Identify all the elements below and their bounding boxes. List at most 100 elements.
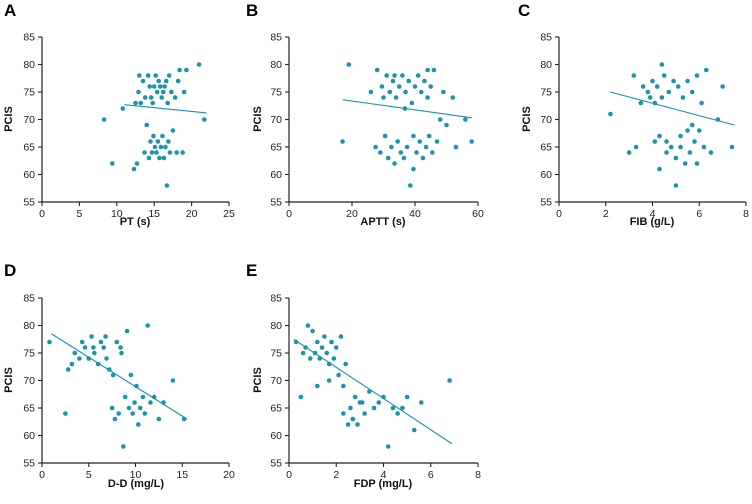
data-point-e xyxy=(345,422,351,427)
data-point-d xyxy=(128,372,134,378)
data-point-b xyxy=(425,67,430,73)
y-tick-label-c: 55 xyxy=(540,197,552,209)
x-tick-label-b: 20 xyxy=(346,208,358,220)
data-point-a xyxy=(163,78,169,84)
data-point-b xyxy=(393,95,399,100)
data-point-b xyxy=(417,139,423,144)
y-axis-title-b: PCIS xyxy=(252,106,264,132)
data-point-e xyxy=(303,345,308,350)
y-tick-label-d: 55 xyxy=(23,458,35,470)
x-tick-label-c: 6 xyxy=(696,208,702,220)
data-point-b xyxy=(385,155,391,161)
data-point-a xyxy=(163,144,168,150)
x-axis-title-b: APTT (s) xyxy=(360,216,406,228)
data-point-a xyxy=(174,150,179,155)
y-tick-label-c: 70 xyxy=(540,114,552,126)
data-point-c xyxy=(678,133,683,139)
data-point-a xyxy=(148,139,153,144)
y-tick-label-b: 85 xyxy=(270,32,282,44)
y-tick-label-b: 60 xyxy=(270,169,282,181)
data-point-b xyxy=(463,117,468,122)
data-point-a xyxy=(144,122,150,128)
data-point-c xyxy=(673,183,679,188)
data-point-c xyxy=(652,100,658,106)
y-tick-label-b: 55 xyxy=(270,197,282,209)
data-point-d xyxy=(86,356,92,361)
data-point-c xyxy=(696,128,702,133)
data-point-b xyxy=(411,166,416,172)
x-tick-label-a: 15 xyxy=(148,208,160,220)
data-point-c xyxy=(626,150,632,155)
x-tick-label-e: 8 xyxy=(475,469,481,481)
x-tick-label-a: 20 xyxy=(186,208,198,220)
data-point-e xyxy=(310,328,315,334)
data-point-b xyxy=(403,89,408,95)
data-point-a xyxy=(138,100,144,106)
data-point-e xyxy=(381,394,386,400)
data-point-e xyxy=(293,339,299,345)
data-point-c xyxy=(633,144,639,150)
y-tick-label-a: 60 xyxy=(23,169,35,181)
data-point-b xyxy=(453,144,459,150)
data-point-d xyxy=(126,405,132,411)
data-point-d xyxy=(104,356,109,361)
data-point-a xyxy=(136,73,142,78)
data-point-a xyxy=(155,139,161,144)
data-point-d xyxy=(95,361,101,367)
data-point-d xyxy=(136,422,141,427)
data-point-a xyxy=(175,78,181,84)
data-point-b xyxy=(374,67,380,73)
data-point-d xyxy=(116,411,121,416)
data-point-a xyxy=(158,144,164,150)
data-point-b xyxy=(431,67,437,73)
data-point-e xyxy=(305,323,311,328)
panel-d: D D-D (mg/L) PCIS 55 60 65 70 75 80 85 0 5 10 15 20 xyxy=(3,261,235,490)
data-point-c xyxy=(657,133,662,139)
data-point-b xyxy=(414,150,419,155)
data-point-c xyxy=(666,89,672,95)
x-tick-label-a: 5 xyxy=(76,208,82,220)
data-point-b xyxy=(398,150,404,155)
data-point-e xyxy=(376,400,382,405)
data-point-c xyxy=(675,84,681,89)
data-point-e xyxy=(362,411,367,416)
y-tick-label-d: 75 xyxy=(23,348,35,360)
data-point-c xyxy=(689,89,695,95)
data-point-d xyxy=(132,400,137,405)
y-tick-label-e: 75 xyxy=(270,348,282,360)
y-tick-label-e: 85 xyxy=(270,293,282,305)
data-point-e xyxy=(371,405,377,411)
trend-line-d xyxy=(51,333,188,420)
data-point-a xyxy=(170,128,176,133)
data-point-b xyxy=(389,144,394,150)
x-tick-label-a: 10 xyxy=(111,208,123,220)
data-point-a xyxy=(180,150,185,155)
data-point-e xyxy=(341,411,346,416)
x-tick-label-d: 0 xyxy=(39,469,45,481)
data-point-b xyxy=(450,95,456,100)
data-point-a xyxy=(136,89,141,95)
data-point-a xyxy=(156,78,161,84)
data-point-b xyxy=(387,89,393,95)
data-point-e xyxy=(341,383,346,389)
x-tick-label-d: 15 xyxy=(176,469,188,481)
x-tick-label-c: 2 xyxy=(603,208,609,220)
y-tick-label-a: 80 xyxy=(23,59,35,71)
data-point-c xyxy=(694,73,700,78)
data-point-b xyxy=(346,62,352,67)
data-point-d xyxy=(124,328,130,334)
data-point-a xyxy=(134,161,140,166)
trend-line-a xyxy=(124,104,207,114)
data-point-a xyxy=(172,95,178,100)
data-point-c xyxy=(720,84,725,89)
data-point-a xyxy=(151,133,156,139)
data-point-e xyxy=(300,350,306,356)
data-point-b xyxy=(406,78,412,84)
data-point-e xyxy=(333,345,339,350)
data-point-c xyxy=(671,78,676,84)
data-point-a xyxy=(165,100,170,106)
trend-line-e xyxy=(293,338,453,445)
data-point-b xyxy=(426,133,432,139)
x-tick-label-a: 25 xyxy=(223,208,235,220)
data-point-a xyxy=(140,78,146,84)
